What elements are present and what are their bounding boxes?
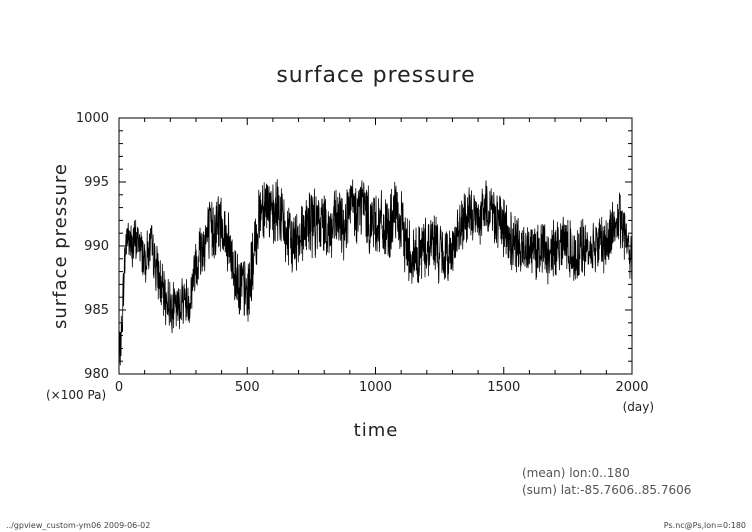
tick-labels: 0 500 1000 1500 2000 980 985 990 995 1000 [76, 111, 649, 395]
mean-note: (mean) lon:0..180 [522, 466, 630, 480]
y-unit-label: (×100 Pa) [46, 388, 106, 402]
x-tick-label: 0 [115, 380, 123, 395]
axis-ticks [118, 117, 633, 375]
x-axis-label: time [354, 420, 399, 441]
x-tick-label: 2000 [615, 380, 648, 395]
y-tick-label: 990 [84, 239, 109, 254]
x-unit-label: (day) [623, 400, 654, 414]
y-axis-label: surface pressure [50, 163, 71, 329]
x-tick-label: 1000 [359, 380, 392, 395]
chart-title: surface pressure [276, 63, 475, 88]
y-tick-label: 1000 [76, 111, 109, 126]
sum-note: (sum) lat:-85.7606..85.7606 [522, 483, 691, 497]
y-tick-label: 985 [84, 303, 109, 318]
x-tick-label: 500 [235, 380, 260, 395]
footer-left: ../gpview_custom-ym06 2009-06-02 [6, 521, 150, 530]
y-tick-label: 995 [84, 175, 109, 190]
series-line [118, 179, 633, 366]
x-tick-label: 1500 [487, 380, 520, 395]
footer-right: Ps.nc@Ps,lon=0:180 [664, 521, 746, 530]
y-tick-label: 980 [84, 367, 109, 382]
